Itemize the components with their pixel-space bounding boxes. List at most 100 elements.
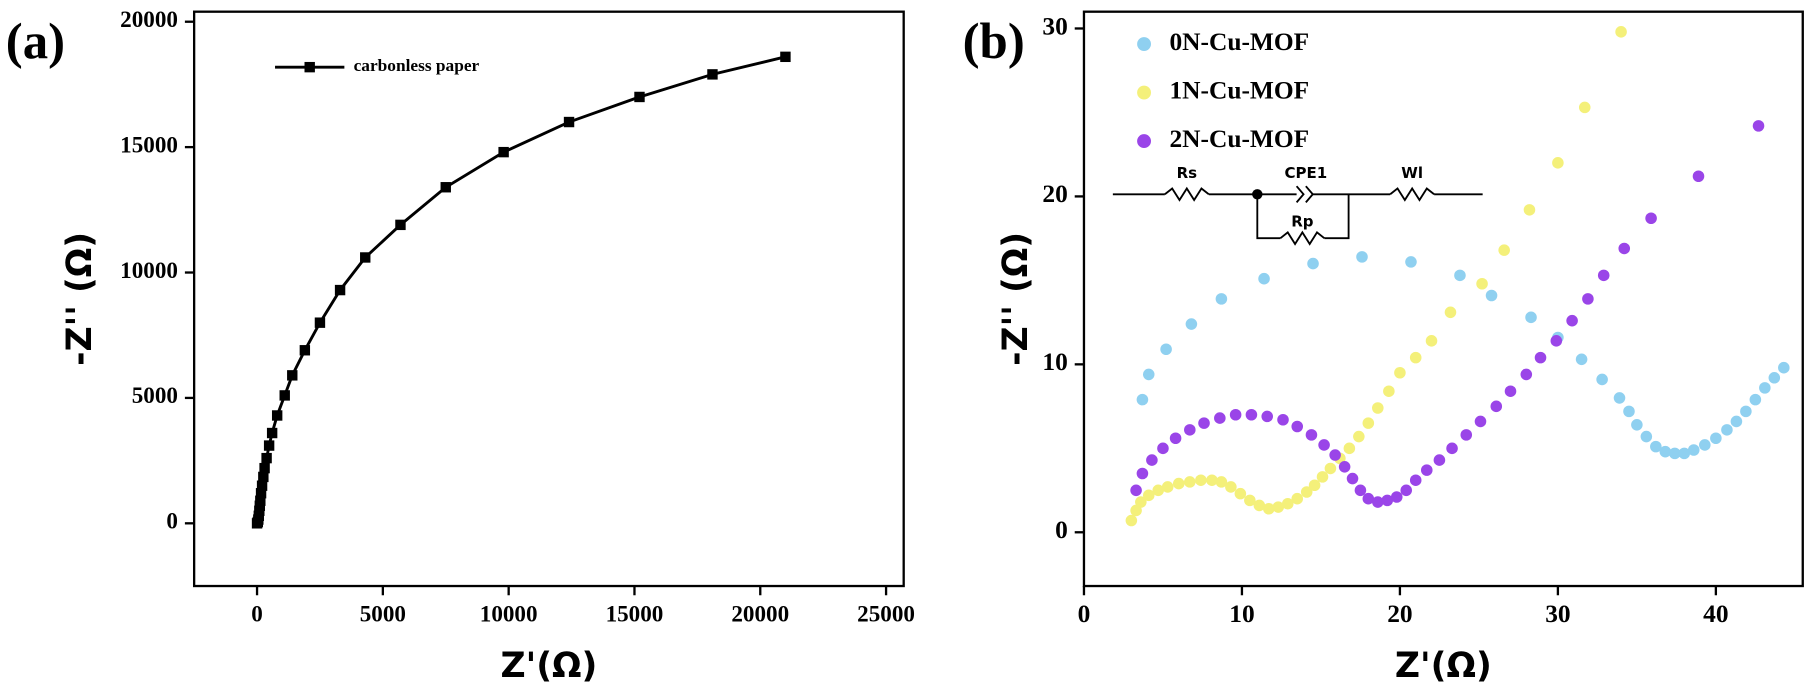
data-point: [1504, 385, 1517, 397]
panel-label: (b): [963, 13, 1025, 69]
data-point: [1409, 474, 1422, 487]
data-point: [261, 452, 272, 464]
y-tick-label: 0: [1055, 516, 1068, 544]
data-point: [1146, 454, 1158, 466]
data-point: [1258, 272, 1270, 285]
data-point: [634, 91, 645, 103]
data-point: [1135, 496, 1147, 508]
circuit-label: Rp: [1291, 213, 1314, 231]
data-point: [1245, 408, 1258, 421]
data-point: [1740, 405, 1752, 418]
x-tick-label: 10: [1229, 600, 1254, 628]
data-point: [1244, 494, 1256, 507]
data-point: [255, 495, 266, 506]
data-point: [1261, 410, 1273, 423]
x-tick-label: 0: [251, 600, 263, 626]
y-axis-label: -Z'' (Ω): [996, 232, 1036, 366]
data-point: [334, 284, 346, 296]
data-point: [1229, 408, 1242, 421]
x-tick-label: 0: [1078, 600, 1091, 628]
data-point: [1759, 382, 1771, 394]
data-point: [1596, 373, 1608, 386]
data-point: [1263, 502, 1275, 515]
data-point: [1425, 335, 1438, 347]
data-point: [1699, 439, 1711, 451]
data-point: [1214, 412, 1226, 424]
data-point: [256, 480, 268, 491]
data-point: [395, 219, 406, 231]
data-point: [1372, 496, 1384, 508]
data-point: [563, 116, 575, 128]
data-point: [1125, 514, 1138, 527]
x-tick-label: 20: [1387, 600, 1412, 628]
data-point: [263, 440, 275, 451]
data-point: [1768, 372, 1781, 384]
data-point: [255, 488, 267, 499]
data-point: [1324, 462, 1337, 475]
data-point: [1476, 277, 1488, 290]
data-point: [1346, 472, 1359, 485]
data-point: [1136, 393, 1149, 406]
data-point: [299, 345, 311, 356]
data-point: [1623, 405, 1635, 418]
data-point: [258, 471, 269, 483]
data-point: [1338, 461, 1351, 473]
data-point: [1372, 402, 1384, 414]
data-point: [1490, 400, 1503, 413]
data-point: [1460, 429, 1473, 441]
y-tick-label: 20: [1042, 180, 1067, 208]
data-point: [1394, 366, 1406, 379]
data-point: [1409, 351, 1422, 364]
x-axis-label: Z'(Ω): [500, 646, 597, 686]
data-point: [1172, 477, 1185, 490]
data-point: [1291, 420, 1304, 433]
panel-label: (a): [6, 13, 65, 69]
x-tick-label: 10000: [480, 600, 538, 626]
circuit-label: CPE1: [1284, 164, 1327, 182]
cpe-element: [1295, 185, 1314, 203]
data-point: [707, 69, 718, 80]
data-point: [1142, 368, 1155, 381]
data-point: [1566, 314, 1578, 327]
data-point: [1446, 442, 1458, 455]
data-point: [1631, 419, 1643, 431]
data-point: [279, 390, 290, 401]
data-point: [1710, 432, 1722, 445]
data-point: [1198, 417, 1210, 429]
data-point: [1520, 368, 1533, 381]
x-tick-label: 15000: [606, 600, 664, 626]
plot-frame: [1082, 10, 1804, 588]
data-point: [1318, 439, 1330, 451]
data-point: [1552, 157, 1564, 169]
data-point: [1307, 257, 1319, 270]
data-point: [1169, 432, 1182, 445]
data-point: [1300, 486, 1313, 498]
data-point: [1161, 481, 1174, 493]
data-point: [1225, 481, 1237, 493]
data-point: [360, 252, 371, 263]
y-tick-label: 0: [166, 508, 178, 534]
legend-marker: [1137, 134, 1151, 149]
data-point: [1185, 318, 1198, 330]
data-point: [1645, 212, 1657, 225]
data-point: [1640, 430, 1653, 443]
data-point: [1381, 494, 1394, 507]
data-point: [1308, 479, 1321, 492]
data-point: [780, 51, 791, 63]
data-point: [1353, 430, 1365, 443]
x-axis-label: Z'(Ω): [1395, 646, 1492, 686]
data-point: [1291, 492, 1304, 505]
circuit-label: Wl: [1401, 164, 1423, 182]
data-point: [1215, 476, 1228, 488]
resistor-rs: [1164, 186, 1210, 202]
data-point: [1253, 499, 1266, 512]
data-point: [1305, 429, 1318, 441]
data-point: [1498, 244, 1510, 256]
data-point: [1405, 256, 1417, 268]
data-point: [1615, 26, 1627, 38]
data-point: [1578, 101, 1591, 114]
data-point: [1749, 393, 1762, 406]
y-tick-label: 5000: [132, 382, 178, 408]
